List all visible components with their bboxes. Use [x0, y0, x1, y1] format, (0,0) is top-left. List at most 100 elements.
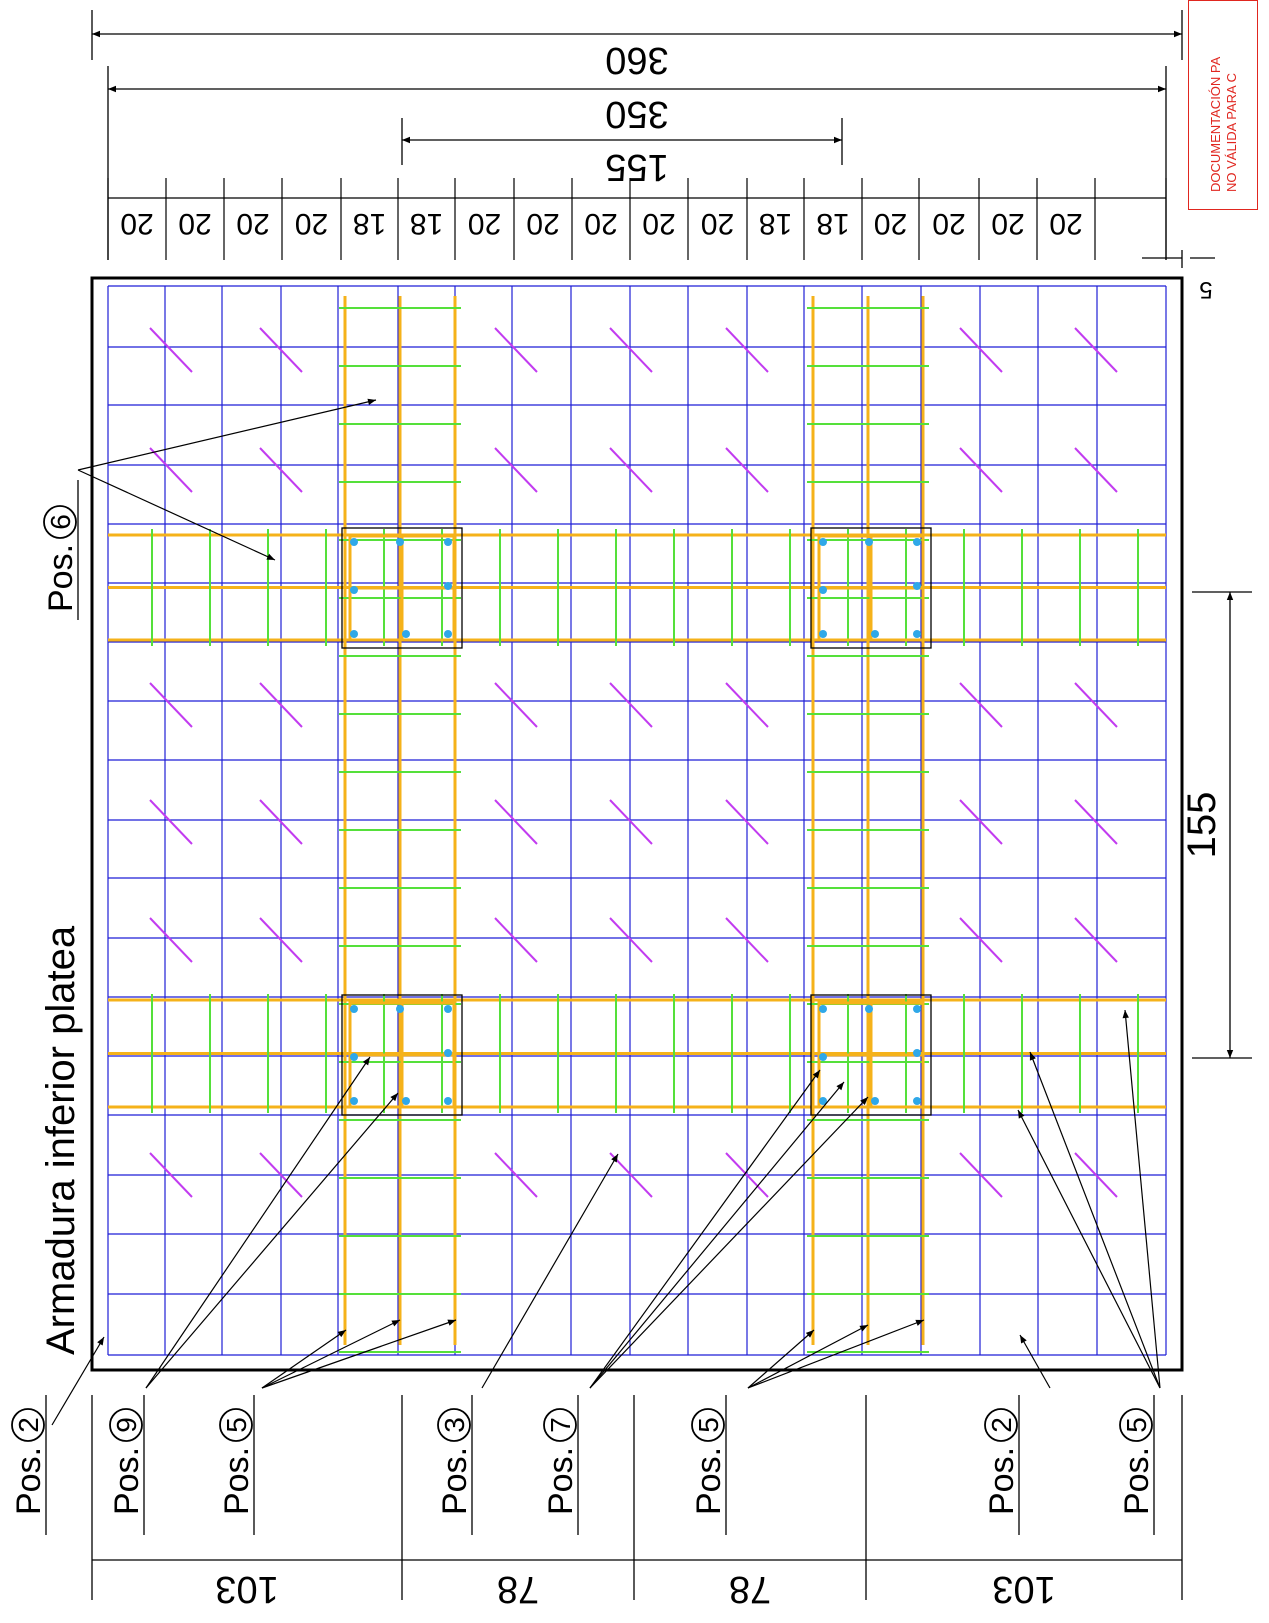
pos-label: Pos. 3 [436, 1408, 474, 1515]
pos-circle [1119, 1408, 1153, 1442]
bottom-dim-label: 78 [497, 1568, 539, 1610]
diagonal-bar [959, 327, 1003, 373]
mesh-grid [107, 285, 1167, 1356]
segment-label: 18 [816, 207, 849, 240]
pos-circle [437, 1408, 471, 1442]
diagonal-bar [609, 682, 653, 728]
pos-circle [43, 505, 77, 539]
rebar-dot [396, 1005, 404, 1013]
rebar-dot [913, 1097, 921, 1105]
diagonal-bar [959, 1152, 1003, 1198]
column-box [341, 527, 463, 649]
diagonal-bar [1074, 682, 1118, 728]
rebar-dot [350, 538, 358, 546]
diagonal-bar [609, 799, 653, 845]
rebar-dot [444, 630, 452, 638]
pos-label-underlines [45, 480, 1155, 1535]
diagonal-bar [725, 682, 769, 728]
rebar-dot [819, 1097, 827, 1105]
rebar-dot [444, 1049, 452, 1057]
pos-circle [11, 1408, 45, 1442]
diagonal-bar [259, 327, 303, 373]
rebar-dot [913, 582, 921, 590]
column-tie [817, 1001, 925, 1109]
stamp-text: DOCUMENTACIÓN PA NO VÁLIDA PARA C [1208, 1, 1240, 192]
diagonal-bar [149, 799, 193, 845]
pos-number: 5 [221, 1417, 252, 1433]
diagonal-bar [494, 327, 538, 373]
diagonal-bar [259, 1152, 303, 1198]
pos-prefix: Pos. [542, 1447, 580, 1515]
rebar-dot [402, 1097, 410, 1105]
stamp-line-1: DOCUMENTACIÓN PA [1208, 56, 1223, 192]
rebar-dot [350, 630, 358, 638]
pos-prefix: Pos. [690, 1447, 728, 1515]
diagonal-bar [1074, 447, 1118, 493]
top-dimensions [91, 10, 1215, 268]
pos-prefix: Pos. [436, 1447, 474, 1515]
bottom-dim-label: 103 [215, 1568, 278, 1610]
side-dimension [1192, 591, 1252, 1059]
diagonal-bar [149, 447, 193, 493]
segment-label: 20 [874, 207, 907, 240]
leader-arrow [77, 398, 377, 471]
leader-arrow [145, 1056, 371, 1389]
segment-label: 18 [353, 207, 386, 240]
diagonal-bar [259, 917, 303, 963]
diagonal-bar [494, 917, 538, 963]
diagonal-bar [959, 682, 1003, 728]
leader-arrow [261, 1319, 401, 1389]
rebar-dot [444, 582, 452, 590]
pos-number: 5 [693, 1417, 724, 1433]
stamp-line-2: NO VÁLIDA PARA C [1224, 73, 1239, 192]
diagonal-bar [259, 447, 303, 493]
pos-circle [984, 1408, 1018, 1442]
pos-number: 2 [986, 1417, 1017, 1433]
rebar-dot [444, 1005, 452, 1013]
position-labels: Pos. 2 Pos. 9 Pos. 5 Pos. 3 Pos. 7 Pos. … [10, 505, 1156, 1515]
rebar-dot [865, 1005, 873, 1013]
rebar-dot [913, 538, 921, 546]
pos-circle [691, 1408, 725, 1442]
diagonal-bar [1074, 327, 1118, 373]
segment-label: 20 [701, 207, 734, 240]
rebar-dot [913, 1005, 921, 1013]
top-segment-ticks [107, 178, 1167, 260]
diagonal-bar [609, 327, 653, 373]
rebar-dot [350, 1053, 358, 1061]
leader-arrows [51, 398, 1161, 1426]
rebar-dot [913, 630, 921, 638]
pos-label: Pos. 2 [983, 1408, 1021, 1515]
segment-label: 18 [759, 207, 792, 240]
slab-outline [90, 276, 1184, 1372]
leader-arrow [1019, 1334, 1051, 1389]
diagonal-bar [259, 682, 303, 728]
pos-number: 6 [45, 514, 76, 530]
leader-arrow [589, 1069, 821, 1389]
segment-label: 20 [642, 207, 675, 240]
pos-prefix: Pos. [218, 1447, 256, 1515]
diagonal-bar [494, 799, 538, 845]
segment-label: 20 [178, 207, 211, 240]
drawing-title: Armadura inferior platea [39, 925, 83, 1355]
pos-label: Pos. 9 [108, 1408, 146, 1515]
rebar-dot [350, 1005, 358, 1013]
segment-label: 20 [1049, 207, 1082, 240]
leader-arrow [589, 1081, 845, 1389]
segment-label: 20 [526, 207, 559, 240]
pos6-label: Pos. 6 [42, 505, 80, 612]
pos-label: Pos. 5 [1118, 1408, 1156, 1515]
diagonal-bar [149, 682, 193, 728]
leader-arrow [481, 1153, 619, 1389]
bottom-dim-label: 103 [992, 1568, 1055, 1610]
segment-label: 20 [295, 207, 328, 240]
dim-overall-label: 360 [605, 39, 668, 81]
leader-arrow [261, 1329, 347, 1389]
top-segment-labels: 20 20 20 20 18 18 20 20 20 20 20 18 18 20 20 20 20 [120, 207, 1082, 240]
pos-number: 3 [439, 1417, 470, 1433]
diagonal-bar [959, 917, 1003, 963]
leader-arrow [1122, 1009, 1161, 1389]
rebar-dot [444, 1097, 452, 1105]
bottom-dimensions [91, 1395, 1183, 1600]
leader-arrow [747, 1329, 815, 1389]
